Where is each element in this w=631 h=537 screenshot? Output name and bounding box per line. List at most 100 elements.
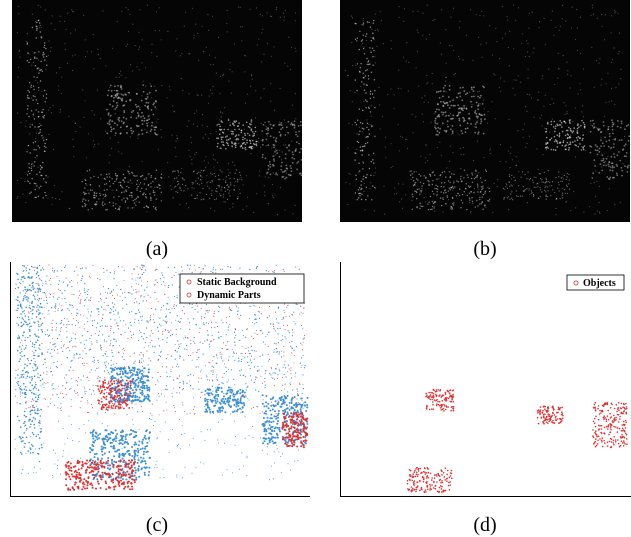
texture-dot bbox=[175, 359, 176, 360]
texture-dot bbox=[220, 147, 222, 149]
texture-dot bbox=[160, 376, 161, 377]
texture-dot bbox=[398, 70, 399, 71]
texture-dot bbox=[282, 453, 283, 454]
texture-dot bbox=[52, 477, 53, 478]
texture-dot bbox=[494, 75, 495, 76]
texture-dot bbox=[225, 136, 227, 138]
texture-dot bbox=[538, 92, 539, 93]
texture-dot bbox=[73, 355, 74, 356]
texture-dot bbox=[372, 159, 373, 160]
texture-dot bbox=[118, 182, 119, 183]
texture-dot bbox=[206, 175, 207, 176]
texture-dot bbox=[52, 197, 53, 198]
texture-dot bbox=[554, 141, 556, 143]
texture-dot bbox=[175, 344, 176, 345]
texture-dot bbox=[355, 79, 356, 80]
texture-dot bbox=[157, 282, 158, 283]
texture-dot bbox=[442, 172, 443, 173]
texture-dot bbox=[27, 44, 28, 45]
texture-dot bbox=[187, 337, 188, 338]
texture-dot bbox=[155, 178, 156, 179]
texture-dot bbox=[102, 384, 103, 385]
texture-dot bbox=[529, 179, 530, 180]
texture-dot bbox=[367, 136, 368, 137]
texture-dot bbox=[16, 382, 17, 383]
texture-dot bbox=[473, 86, 475, 88]
texture-dot bbox=[34, 427, 36, 429]
texture-dot bbox=[213, 316, 214, 317]
texture-dot bbox=[106, 305, 107, 306]
texture-dot bbox=[235, 173, 236, 174]
texture-dot bbox=[294, 127, 296, 129]
texture-dot bbox=[58, 460, 59, 461]
texture-dot bbox=[73, 146, 74, 147]
texture-dot bbox=[74, 54, 75, 55]
texture-dot bbox=[444, 103, 446, 105]
texture-dot bbox=[75, 393, 76, 394]
texture-dot bbox=[237, 311, 238, 312]
texture-dot bbox=[226, 176, 227, 177]
texture-dot bbox=[547, 196, 548, 197]
texture-dot bbox=[473, 60, 474, 61]
texture-dot bbox=[61, 327, 62, 328]
texture-dot bbox=[49, 335, 50, 336]
texture-dot bbox=[213, 371, 214, 372]
texture-dot bbox=[623, 148, 625, 150]
texture-dot bbox=[303, 355, 304, 356]
texture-dot bbox=[590, 131, 592, 133]
texture-dot bbox=[142, 316, 143, 317]
texture-dot bbox=[453, 181, 454, 182]
texture-dot bbox=[601, 14, 602, 15]
texture-dot bbox=[299, 384, 300, 385]
texture-dot bbox=[225, 182, 226, 183]
texture-dot bbox=[610, 166, 612, 168]
texture-dot bbox=[200, 342, 201, 343]
texture-dot bbox=[440, 174, 441, 175]
texture-dot bbox=[370, 111, 371, 112]
texture-dot bbox=[444, 130, 446, 132]
texture-dot bbox=[174, 296, 175, 297]
texture-dot bbox=[88, 420, 89, 421]
texture-dot bbox=[16, 323, 17, 324]
texture-dot bbox=[592, 120, 594, 122]
texture-dot bbox=[192, 187, 193, 188]
texture-dot bbox=[212, 386, 213, 387]
texture-dot bbox=[54, 270, 55, 271]
texture-dot bbox=[266, 126, 267, 127]
texture-dot bbox=[17, 374, 19, 376]
texture-dot bbox=[567, 173, 568, 174]
texture-dot bbox=[227, 341, 228, 342]
texture-dot bbox=[229, 138, 231, 140]
texture-dot bbox=[533, 194, 534, 195]
texture-dot bbox=[265, 385, 266, 386]
texture-dot bbox=[262, 450, 263, 451]
texture-dot bbox=[441, 205, 442, 206]
texture-dot bbox=[182, 477, 183, 478]
texture-dot bbox=[165, 389, 166, 390]
texture-dot bbox=[543, 182, 544, 183]
texture-dot bbox=[255, 127, 257, 129]
texture-dot bbox=[177, 351, 178, 352]
texture-dot bbox=[363, 20, 364, 21]
texture-dot bbox=[458, 93, 460, 95]
texture-dot bbox=[131, 196, 132, 197]
texture-dot bbox=[38, 355, 40, 357]
texture-dot bbox=[16, 284, 17, 285]
texture-dot bbox=[24, 392, 26, 394]
texture-dot bbox=[103, 198, 104, 199]
texture-dot bbox=[28, 360, 29, 361]
texture-dot bbox=[276, 174, 278, 176]
texture-dot bbox=[158, 119, 159, 120]
texture-dot bbox=[249, 435, 250, 436]
texture-dot bbox=[616, 174, 618, 176]
texture-dot bbox=[155, 346, 156, 347]
texture-dot bbox=[469, 187, 470, 188]
texture-dot bbox=[234, 421, 235, 422]
texture-dot bbox=[518, 7, 519, 8]
texture-dot bbox=[42, 323, 44, 325]
texture-dot bbox=[38, 87, 39, 88]
texture-dot bbox=[302, 400, 303, 401]
texture-dot bbox=[446, 167, 447, 168]
texture-dot bbox=[143, 272, 144, 273]
texture-dot bbox=[484, 114, 486, 116]
